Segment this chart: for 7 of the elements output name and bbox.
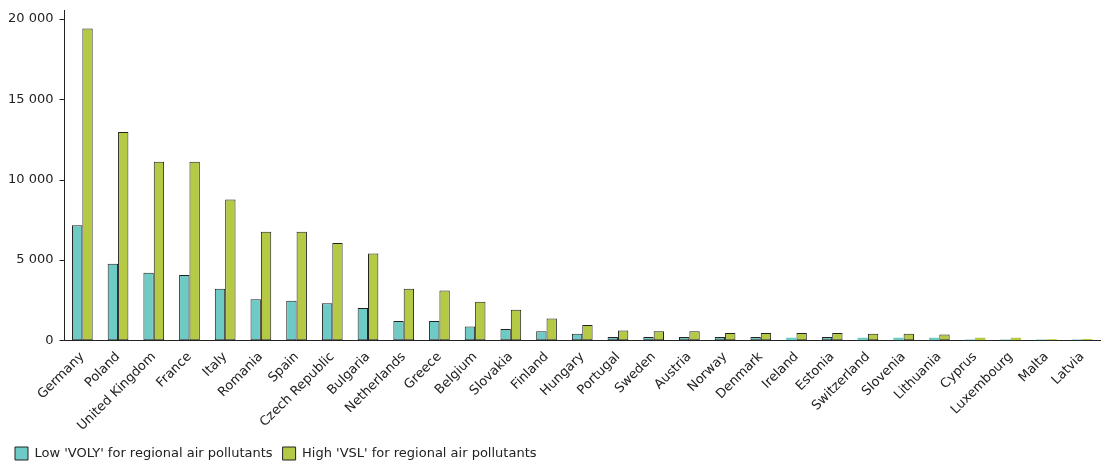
- y-tick-label: 15 000: [7, 90, 54, 106]
- y-tick-label: 0: [45, 331, 54, 347]
- y-tick-label: 5 000: [16, 251, 54, 267]
- legend-label: High 'VSL' for regional air pollutants: [302, 444, 537, 460]
- y-tick-label: 20 000: [7, 10, 54, 26]
- legend-label: Low 'VOLY' for regional air pollutants: [34, 444, 273, 460]
- y-tick-label: 10 000: [7, 170, 54, 186]
